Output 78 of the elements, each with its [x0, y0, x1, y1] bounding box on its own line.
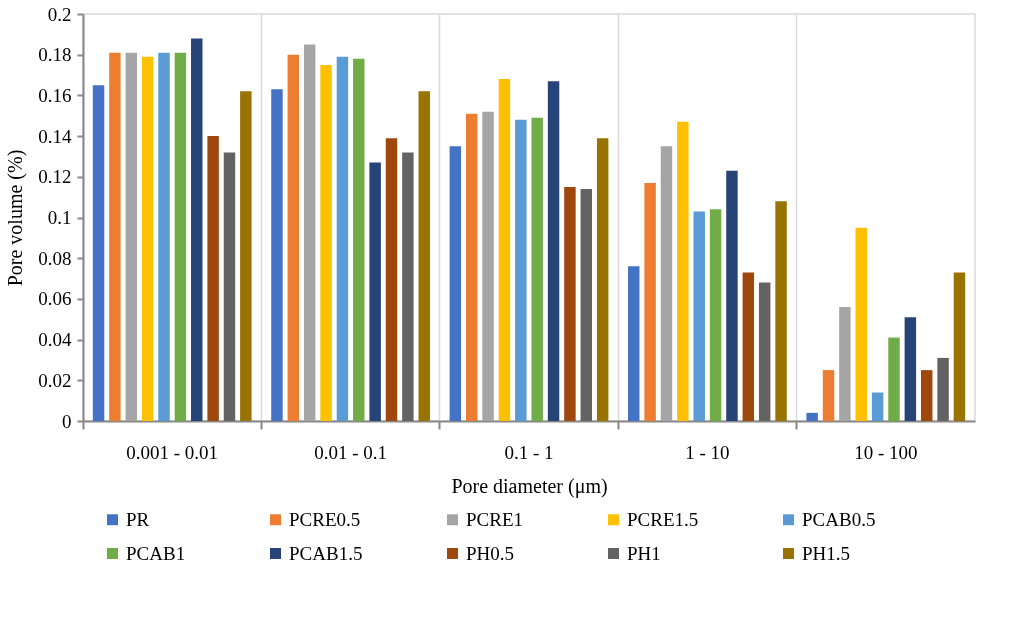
bar	[709, 209, 722, 421]
bar	[871, 392, 884, 421]
x-axis-title: Pore diameter (μm)	[451, 474, 608, 498]
y-axis-title: Pore volume (%)	[4, 149, 28, 287]
bar	[515, 119, 527, 421]
bar	[596, 138, 609, 421]
bar	[271, 89, 283, 421]
bar	[888, 337, 900, 421]
bar	[904, 317, 917, 421]
x-tick-label: 0.1 - 1	[504, 441, 554, 463]
bar	[207, 136, 219, 421]
y-tick-label: 0.08	[38, 247, 72, 269]
bar	[158, 52, 170, 421]
bar	[482, 111, 494, 421]
bar	[498, 79, 511, 421]
bar	[726, 170, 738, 421]
bar	[385, 138, 398, 421]
y-tick-label: 0.04	[38, 329, 72, 351]
bar	[775, 201, 787, 421]
legend-label: PCRE1	[466, 508, 524, 530]
bar	[92, 85, 105, 421]
bar	[628, 266, 640, 421]
y-tick-label: 0.06	[38, 288, 72, 310]
legend-label: PR	[126, 508, 150, 530]
bar	[449, 146, 462, 421]
bar	[125, 52, 138, 421]
legend-label: PH1	[627, 542, 661, 564]
bar	[677, 121, 689, 421]
legend-label: PH1.5	[802, 542, 851, 564]
bar	[336, 56, 349, 421]
bar	[369, 162, 381, 421]
bar	[191, 38, 203, 421]
bar	[287, 54, 300, 421]
y-tick-label: 0	[62, 410, 72, 432]
bar	[644, 182, 656, 421]
bar	[547, 81, 560, 421]
bar	[174, 52, 187, 421]
legend-label: PCAB1.5	[289, 542, 363, 564]
x-tick-label: 0.01 - 0.1	[314, 441, 388, 463]
bar	[418, 91, 430, 421]
bar	[742, 272, 755, 421]
legend-label: PCAB1	[126, 542, 186, 564]
bar	[353, 58, 365, 421]
legend-label: PH0.5	[466, 542, 515, 564]
bar	[822, 370, 835, 421]
bar	[531, 117, 543, 421]
y-tick-label: 0.18	[38, 44, 72, 66]
bar	[240, 91, 252, 421]
bar	[141, 56, 154, 421]
bar	[223, 152, 236, 421]
legend-label: PCRE1.5	[627, 508, 699, 530]
bar	[564, 186, 576, 421]
x-tick-label: 1 - 10	[685, 441, 730, 463]
y-tick-label: 0.02	[38, 369, 72, 391]
bar	[303, 44, 316, 421]
legend-label: PCRE0.5	[289, 508, 361, 530]
bar	[758, 282, 771, 421]
bar	[953, 272, 966, 421]
bar	[660, 146, 673, 421]
legend-label: PCAB0.5	[802, 508, 876, 530]
y-tick-label: 0.14	[38, 125, 72, 147]
bar	[693, 211, 705, 421]
bar	[937, 357, 949, 421]
bar	[806, 412, 818, 421]
bar	[465, 113, 478, 421]
x-tick-label: 0.001 - 0.01	[126, 441, 219, 463]
bar	[855, 227, 867, 421]
bar	[109, 52, 121, 421]
y-tick-label: 0.2	[47, 3, 72, 25]
bar	[320, 64, 332, 421]
bar	[839, 307, 851, 421]
bar	[920, 370, 933, 421]
x-tick-label: 10 - 100	[854, 441, 918, 463]
y-tick-label: 0.1	[47, 207, 72, 228]
bar	[580, 189, 593, 421]
y-tick-label: 0.16	[38, 84, 72, 106]
y-tick-label: 0.12	[38, 166, 72, 188]
bar	[402, 152, 414, 421]
